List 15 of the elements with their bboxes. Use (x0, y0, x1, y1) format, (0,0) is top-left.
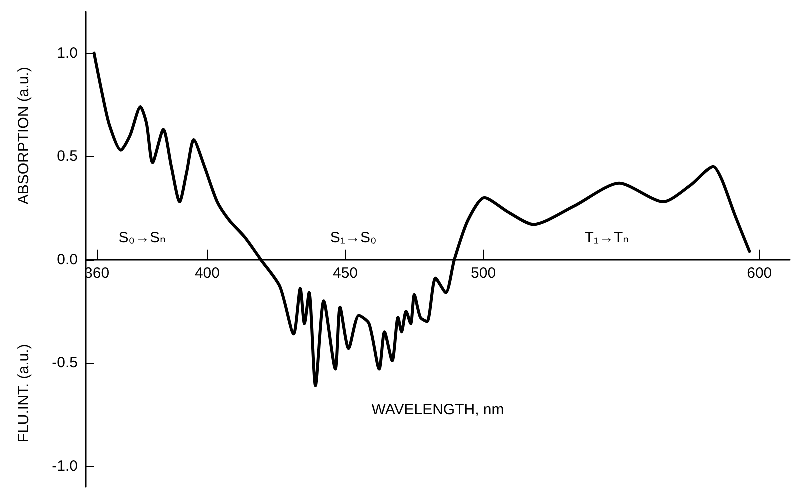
y-tick-label: 0.0 (57, 251, 78, 268)
annotation: S₀→Sₙ (118, 229, 166, 246)
y-tick-label: -1.0 (52, 458, 78, 475)
y-tick-label: -0.5 (52, 354, 78, 372)
x-tick-label: 450 (333, 264, 358, 282)
x-tick-label: 500 (471, 264, 496, 282)
annotation: T₁→Tₙ (584, 229, 630, 246)
x-tick-label: 600 (747, 264, 772, 282)
y-axis-title: ABSORPTION (a.u.) (16, 67, 32, 205)
x-tick-label: 400 (194, 264, 220, 282)
y-tick-label: 0.5 (57, 148, 78, 166)
x-axis-title: WAVELENGTH, nm (372, 402, 504, 418)
text: FLU.INT. (a.u.) (16, 344, 32, 443)
y-tick-label: 1.0 (57, 44, 78, 62)
annotation: S₁→S₀ (330, 229, 377, 246)
